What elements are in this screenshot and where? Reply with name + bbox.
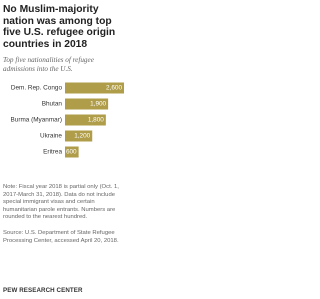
- chart-subtitle: Top five nationalities of refugee admiss…: [3, 56, 94, 73]
- source: Source: U.S. Department of State Refugee…: [3, 230, 119, 244]
- value-label: 1,800: [88, 117, 104, 124]
- brand: PEW RESEARCH CENTER: [3, 287, 83, 294]
- value-label: 1,200: [74, 133, 90, 140]
- bar: [65, 146, 79, 158]
- category-label: Eritrea: [43, 149, 62, 156]
- bar: [65, 82, 124, 94]
- bar: [65, 98, 109, 110]
- bar: [65, 130, 93, 142]
- category-label: Dem. Rep. Congo: [11, 85, 63, 92]
- value-label: 600: [66, 149, 77, 156]
- chart: Dem. Rep. Congo 2,600 Bhutan 1,900 Burma (My…: [11, 82, 124, 158]
- category-label: Ukraine: [40, 133, 62, 140]
- page: {"chart_data": {"type": "bar", "orientat…: [0, 0, 128, 299]
- value-label: 1,900: [90, 101, 106, 108]
- value-label: 2,600: [106, 85, 122, 92]
- chart-title: No Muslim-majority nation was among top …: [3, 4, 116, 50]
- category-label: Bhutan: [42, 101, 63, 108]
- bar: [65, 114, 106, 126]
- note: Note: Fiscal year 2018 is partial only (…: [3, 184, 119, 221]
- category-label: Burma (Myanmar): [11, 117, 63, 124]
